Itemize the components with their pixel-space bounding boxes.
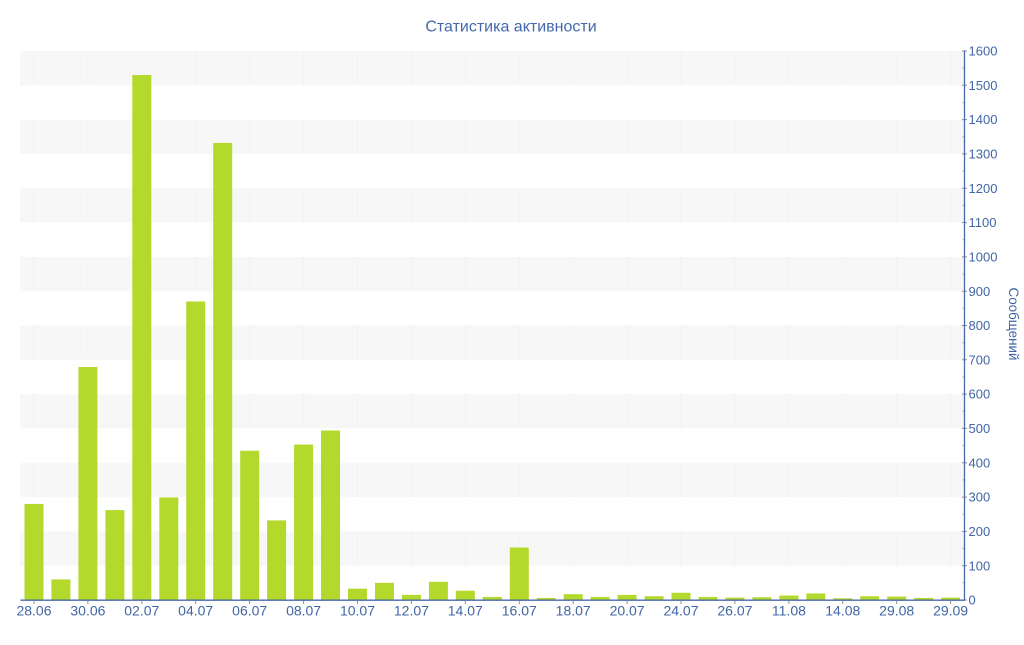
svg-text:900: 900 bbox=[969, 284, 991, 299]
svg-text:Статистика активности: Статистика активности bbox=[425, 19, 596, 36]
svg-text:1600: 1600 bbox=[969, 44, 998, 59]
svg-text:29.09: 29.09 bbox=[933, 603, 968, 619]
svg-text:16.07: 16.07 bbox=[502, 603, 537, 619]
svg-text:08.07: 08.07 bbox=[286, 603, 321, 619]
svg-text:300: 300 bbox=[969, 490, 991, 505]
svg-text:10.07: 10.07 bbox=[340, 603, 375, 619]
svg-text:02.07: 02.07 bbox=[124, 603, 159, 619]
svg-text:30.06: 30.06 bbox=[70, 603, 105, 619]
svg-text:500: 500 bbox=[969, 421, 991, 436]
svg-text:700: 700 bbox=[969, 352, 991, 367]
svg-text:06.07: 06.07 bbox=[232, 603, 267, 619]
svg-text:18.07: 18.07 bbox=[556, 603, 591, 619]
svg-text:04.07: 04.07 bbox=[178, 603, 213, 619]
svg-text:1000: 1000 bbox=[969, 250, 998, 265]
svg-text:11.08: 11.08 bbox=[772, 603, 806, 619]
svg-text:0: 0 bbox=[969, 593, 976, 608]
svg-text:29.08: 29.08 bbox=[879, 603, 914, 619]
svg-text:12.07: 12.07 bbox=[394, 603, 429, 619]
svg-text:Сообщений: Сообщений bbox=[1006, 288, 1021, 361]
svg-text:400: 400 bbox=[969, 455, 991, 470]
svg-text:1400: 1400 bbox=[969, 112, 998, 127]
svg-text:24.07: 24.07 bbox=[663, 603, 698, 619]
svg-text:1300: 1300 bbox=[969, 147, 998, 162]
svg-text:20.07: 20.07 bbox=[610, 603, 645, 619]
svg-text:200: 200 bbox=[969, 524, 991, 539]
svg-text:1100: 1100 bbox=[969, 215, 997, 230]
svg-text:1500: 1500 bbox=[969, 78, 998, 93]
svg-text:600: 600 bbox=[969, 387, 991, 402]
svg-text:1200: 1200 bbox=[969, 181, 998, 196]
svg-text:26.07: 26.07 bbox=[717, 603, 752, 619]
svg-text:800: 800 bbox=[969, 318, 991, 333]
svg-text:14.07: 14.07 bbox=[448, 603, 483, 619]
svg-text:100: 100 bbox=[969, 558, 991, 573]
svg-text:14.08: 14.08 bbox=[825, 603, 860, 619]
svg-text:28.06: 28.06 bbox=[16, 603, 51, 619]
